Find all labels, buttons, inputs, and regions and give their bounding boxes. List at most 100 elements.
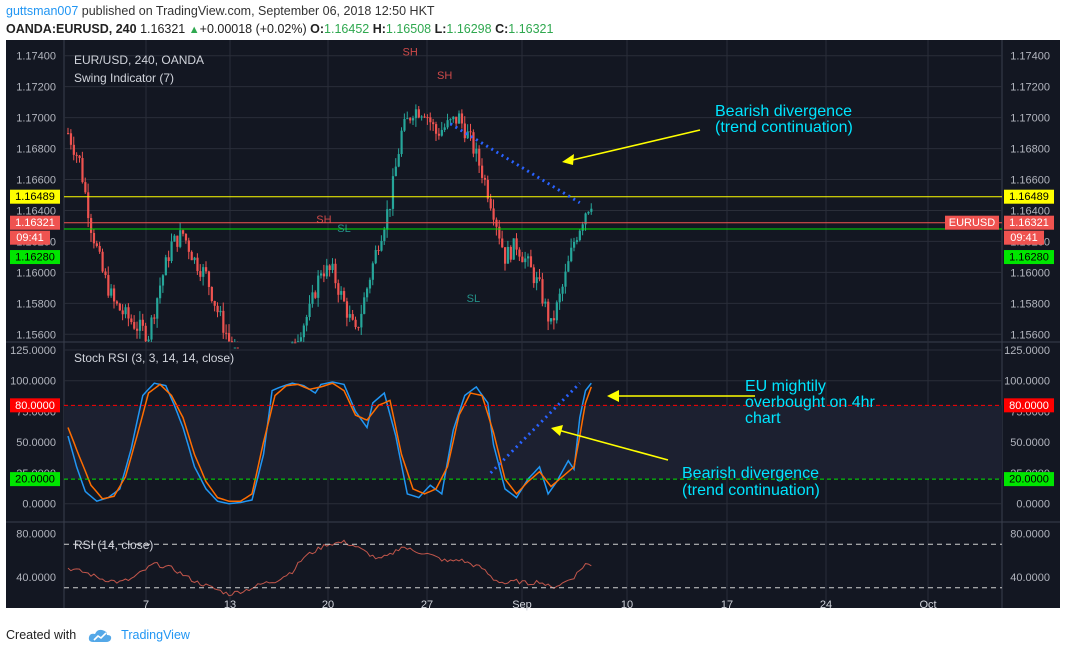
candle-body xyxy=(320,273,323,276)
candle-body xyxy=(167,257,170,261)
low-label: L: xyxy=(434,22,447,36)
candle-body xyxy=(90,218,93,233)
candle-body xyxy=(291,342,294,344)
time-tick-label: 27 xyxy=(421,599,433,611)
candle-body xyxy=(547,301,550,322)
candle-body xyxy=(552,318,556,321)
stoch-level-label-left: 80.0000 xyxy=(15,400,55,412)
lower-level-label-right-bg xyxy=(1004,250,1054,265)
candle-body xyxy=(92,232,96,244)
candle-body xyxy=(136,328,139,331)
candle-body xyxy=(294,342,297,344)
tradingview-cloud-icon[interactable] xyxy=(88,629,112,643)
arrow-head-icon xyxy=(562,154,574,165)
candle-body xyxy=(590,208,593,212)
candle-body xyxy=(458,113,461,124)
tradingview-link[interactable]: TradingView xyxy=(121,628,190,642)
price-divergence-line xyxy=(449,122,581,205)
candle-body xyxy=(374,250,377,264)
price-tick-label-right: 1.17400 xyxy=(1010,51,1050,63)
candle-body xyxy=(532,267,535,284)
candle-body xyxy=(489,198,492,209)
time-tick-label: 20 xyxy=(322,599,334,611)
candle-body xyxy=(133,322,136,329)
candle-body xyxy=(449,119,452,121)
candle-body xyxy=(460,113,464,124)
chart-canvas[interactable]: 1.17400 1.17400 1.17200 1.17200 1.17000 1.170… xyxy=(0,40,1066,624)
candle-body xyxy=(150,317,153,340)
price-change: +0.00018 (+0.02%) xyxy=(199,22,307,36)
countdown-label-left-bg xyxy=(10,230,50,245)
candle-body xyxy=(124,307,127,315)
candle-body xyxy=(529,256,533,268)
lower-level-label-left-bg xyxy=(10,250,60,265)
annotation-3-arrow-icon xyxy=(557,429,669,461)
candle-body xyxy=(432,122,435,125)
candle-body xyxy=(219,310,222,313)
candle-body xyxy=(414,109,418,119)
candle-body xyxy=(524,258,527,263)
candle-body xyxy=(222,310,225,333)
stoch-pane-title: Stoch RSI (3, 3, 14, 14, close) xyxy=(74,351,234,365)
candle-body xyxy=(581,224,584,231)
candle-body xyxy=(331,263,334,271)
swing-label: SH xyxy=(316,214,331,226)
candle-body xyxy=(357,327,360,329)
annotation-2-line-2: overbought on 4hr xyxy=(745,394,876,411)
stoch-tick-label-right: 100.0000 xyxy=(1004,376,1050,388)
candle-body xyxy=(544,301,547,304)
candle-body xyxy=(409,118,412,121)
candle-body xyxy=(156,298,159,319)
candle-body xyxy=(506,246,510,264)
upper-level-label-right: 1.16489 xyxy=(1009,191,1049,203)
candle-body xyxy=(535,277,538,284)
candle-body xyxy=(187,240,190,252)
countdown-label-right-bg xyxy=(1004,230,1044,245)
candle-body xyxy=(199,271,202,277)
candle-body xyxy=(550,318,553,322)
candle-body xyxy=(121,310,124,315)
price-pane-title: EUR/USD, 240, OANDA xyxy=(74,53,204,67)
annotation-1-line-1: Bearish divergence xyxy=(715,103,852,120)
open-value: 1.16452 xyxy=(324,22,370,36)
lower-level-label-left: 1.16280 xyxy=(15,252,55,264)
price-tick-label-right: 1.15800 xyxy=(1010,298,1050,310)
candle-body xyxy=(98,245,101,252)
candle-body xyxy=(87,192,90,219)
candle-body xyxy=(394,166,397,177)
stoch-tick-label-left: 0.0000 xyxy=(22,499,56,511)
candle-body xyxy=(141,319,144,326)
price-tick-label-right: 1.16400 xyxy=(1010,205,1050,217)
price-tick-label-right: 1.16000 xyxy=(1010,267,1050,279)
countdown-label-right: 09:41 xyxy=(1010,232,1038,244)
rsi-pane-title: RSI (14, close) xyxy=(74,538,153,552)
candle-body xyxy=(555,302,558,321)
symbol-label: EURUSD xyxy=(949,217,996,229)
candle-body xyxy=(429,117,432,123)
candle-body xyxy=(170,241,173,261)
candle-body xyxy=(463,123,466,139)
last-price-label-left: 1.16321 xyxy=(15,217,55,229)
candle-body xyxy=(81,158,84,183)
candle-body xyxy=(343,291,346,302)
candle-body xyxy=(498,226,501,239)
stoch-tick-label-right: 125.0000 xyxy=(1004,345,1050,357)
candle-body xyxy=(521,256,524,263)
symbol-line: OANDA:EURUSD, 240 1.16321 ▲+0.00018 (+0.… xyxy=(6,22,553,36)
candle-body xyxy=(161,275,165,286)
candle-body xyxy=(377,250,380,252)
candle-body xyxy=(368,279,372,289)
candle-body xyxy=(334,263,337,284)
stoch-level-label-right: 20.0000 xyxy=(1009,474,1049,486)
candle-body xyxy=(437,133,441,136)
annotation-1-arrow-icon xyxy=(567,129,701,162)
author-link[interactable]: guttsman007 xyxy=(6,4,79,18)
candle-body xyxy=(412,118,415,121)
candle-body xyxy=(144,325,147,342)
stoch-d-line xyxy=(67,382,593,502)
open-label: O: xyxy=(310,22,325,36)
candle-body xyxy=(159,285,162,299)
stoch-rsi-series xyxy=(67,381,593,505)
candle-body xyxy=(348,314,351,318)
price-tick-label-right: 1.15600 xyxy=(1010,329,1050,341)
